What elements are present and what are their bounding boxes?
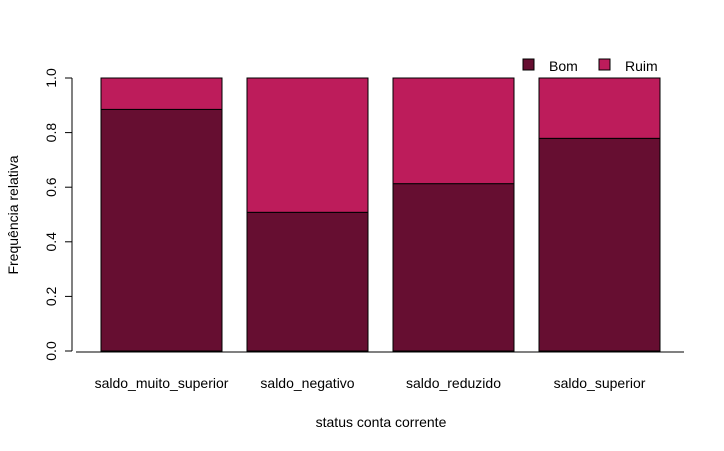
x-tick-label: saldo_negativo: [260, 375, 354, 391]
y-axis: 0.0 0.2 0.4 0.6 0.8 1.0: [43, 68, 73, 361]
y-tick-label: 1.0: [43, 68, 59, 88]
x-tick-label: saldo_reduzido: [406, 375, 501, 391]
bar-bom-saldo-muito-superior: [100, 108, 223, 352]
y-tick-label: 0.6: [43, 177, 59, 197]
x-axis-label: status conta corrente: [316, 414, 447, 430]
y-tick-label: 0.8: [43, 123, 59, 143]
bar-bom-saldo-negativo: [246, 211, 369, 352]
bar-ruim-saldo-reduzido: [392, 77, 515, 185]
legend-label-ruim: Ruim: [625, 58, 658, 74]
legend-label-bom: Bom: [549, 58, 578, 74]
legend-swatch-ruim: [598, 58, 611, 71]
bar-bom-saldo-reduzido: [392, 183, 515, 352]
bar-ruim-saldo-muito-superior: [100, 77, 223, 110]
bars-layer: [100, 77, 661, 352]
bar-bom-saldo-superior: [538, 137, 661, 352]
legend: Bom Ruim: [522, 58, 658, 74]
x-tick-label: saldo_muito_superior: [95, 375, 229, 391]
x-tick-labels: saldo_muito_superior saldo_negativo saldo_…: [95, 375, 646, 391]
y-tick-label: 0.0: [43, 341, 59, 361]
y-axis-label: Frequência relativa: [5, 155, 21, 274]
bar-ruim-saldo-superior: [538, 77, 661, 139]
y-tick-label: 0.4: [43, 232, 59, 252]
legend-swatch-bom: [522, 58, 535, 71]
y-tick-label: 0.2: [43, 286, 59, 306]
x-tick-label: saldo_superior: [554, 375, 646, 391]
bar-ruim-saldo-negativo: [246, 77, 369, 213]
